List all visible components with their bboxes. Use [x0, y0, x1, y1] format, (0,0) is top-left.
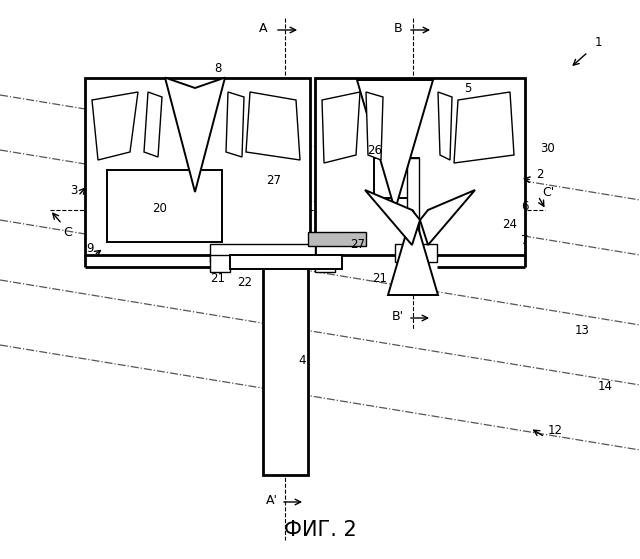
Bar — [107, 170, 222, 242]
Bar — [210, 244, 315, 262]
Bar — [407, 158, 419, 288]
Bar — [315, 78, 525, 255]
Text: 12: 12 — [547, 424, 563, 437]
Text: 4: 4 — [298, 353, 306, 367]
Text: ФИГ. 2: ФИГ. 2 — [284, 520, 356, 540]
Bar — [263, 255, 308, 475]
Text: 6: 6 — [521, 201, 529, 214]
Text: A: A — [259, 21, 268, 35]
Text: B: B — [394, 21, 403, 35]
Bar — [315, 255, 335, 272]
Text: 2: 2 — [536, 168, 544, 182]
Text: 30: 30 — [541, 141, 556, 154]
Polygon shape — [357, 80, 433, 210]
Polygon shape — [322, 92, 360, 163]
Text: 24: 24 — [502, 219, 518, 231]
Bar — [308, 232, 366, 246]
Text: C': C' — [542, 186, 554, 198]
Text: 13: 13 — [575, 324, 589, 337]
Bar — [210, 255, 230, 272]
Bar — [395, 244, 437, 262]
Polygon shape — [388, 210, 438, 295]
Text: 5: 5 — [464, 82, 472, 94]
Text: 22: 22 — [237, 276, 253, 288]
Text: 14: 14 — [598, 380, 612, 392]
Polygon shape — [144, 92, 162, 157]
Polygon shape — [165, 78, 225, 192]
Text: 26: 26 — [367, 144, 383, 157]
Bar — [85, 78, 310, 255]
Polygon shape — [438, 92, 452, 160]
Bar — [374, 158, 419, 198]
Text: 27: 27 — [351, 239, 365, 252]
Text: B': B' — [392, 310, 404, 323]
Polygon shape — [365, 190, 475, 245]
Text: 20: 20 — [152, 201, 168, 215]
Polygon shape — [454, 92, 514, 163]
Polygon shape — [366, 92, 383, 160]
Bar — [220, 247, 315, 261]
Polygon shape — [226, 92, 244, 157]
Text: 9: 9 — [86, 241, 93, 254]
Text: 1: 1 — [595, 36, 602, 49]
Bar — [230, 255, 342, 269]
Text: 21: 21 — [211, 272, 225, 285]
Text: 27: 27 — [266, 173, 282, 187]
Text: 8: 8 — [214, 61, 221, 74]
Text: 7: 7 — [521, 234, 529, 247]
Text: 21: 21 — [372, 272, 387, 285]
Text: 3: 3 — [70, 183, 77, 197]
Text: A': A' — [266, 494, 278, 506]
Polygon shape — [246, 92, 300, 160]
Text: C: C — [63, 226, 72, 239]
Polygon shape — [92, 92, 138, 160]
